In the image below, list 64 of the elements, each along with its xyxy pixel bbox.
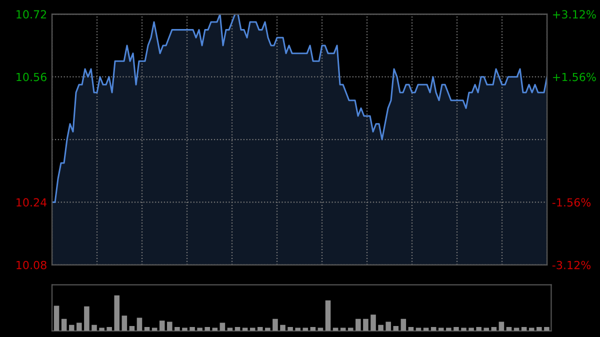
bar [498,322,504,331]
bar [265,328,270,331]
bar [356,318,361,331]
bar [159,320,165,331]
bar [302,328,308,331]
y2-tick-label: +3.12% [553,10,596,19]
y2-tick-label: -3.12% [552,260,591,270]
bar [386,322,391,331]
bar [197,328,202,331]
bar [325,300,331,331]
y2-tick-label: +1.56% [553,72,596,82]
bar [92,324,97,331]
bar [528,328,534,331]
y2-tick-label: -1.56% [552,198,591,207]
bar [136,318,142,331]
bar [514,328,520,331]
bar [393,326,399,331]
bar [484,328,490,331]
bar [318,328,324,331]
bar [106,327,112,331]
bar [68,324,74,331]
bar [258,327,263,331]
bar [476,327,482,331]
bar [416,328,422,331]
bar [295,328,300,331]
bar [400,318,406,331]
bar [212,328,218,331]
bar [348,328,354,331]
bar [99,328,104,331]
bar [280,324,286,331]
y-tick-label: 10.72 [16,10,46,19]
bar [370,314,376,331]
y-tick-label: 10.08 [16,260,46,270]
bar [114,295,120,331]
bar [122,316,128,331]
bar [446,328,452,331]
bar [242,328,248,331]
bar [204,327,210,331]
bar [340,328,346,331]
bar [76,322,82,331]
bar [423,328,429,331]
bar [454,327,459,331]
bar [174,327,180,331]
bar [468,328,474,331]
bar [61,318,67,331]
bar [461,328,466,331]
bar [167,322,172,331]
bar [536,327,542,331]
bar [54,306,60,331]
bar [250,328,256,331]
bar [438,328,444,331]
bar [182,328,188,331]
bar [272,318,278,331]
bar [332,328,338,331]
y-tick-label: 10.56 [16,72,46,82]
bar [190,327,195,331]
bar [84,306,90,331]
bar [544,327,550,331]
bar [363,318,368,331]
bar [227,328,233,331]
bar [378,324,384,331]
bar [288,327,293,331]
bar [152,328,158,331]
y-tick-label: 10.24 [16,198,47,207]
